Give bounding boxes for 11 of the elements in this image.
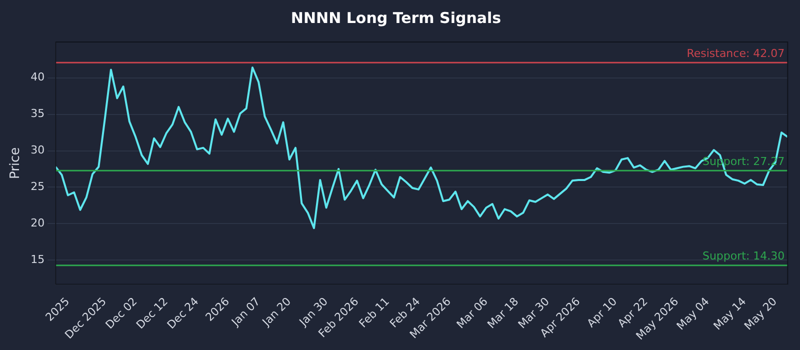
chart-title: NNNN Long Term Signals	[290, 8, 502, 27]
y-tick-label: 40	[30, 70, 45, 84]
y-axis-title: Price	[8, 147, 24, 180]
y-tick-label: 30	[30, 144, 45, 157]
ref-line-label: Resistance: 42.07	[686, 47, 785, 60]
ref-line-label: Support: 14.30	[702, 250, 785, 263]
y-tick-label: 35	[30, 107, 45, 120]
x-tick-label: Apr 10	[584, 294, 620, 330]
y-tick-label: 15	[30, 253, 45, 266]
y-tick-label: 25	[30, 180, 45, 194]
y-tick-label: 20	[30, 216, 45, 230]
